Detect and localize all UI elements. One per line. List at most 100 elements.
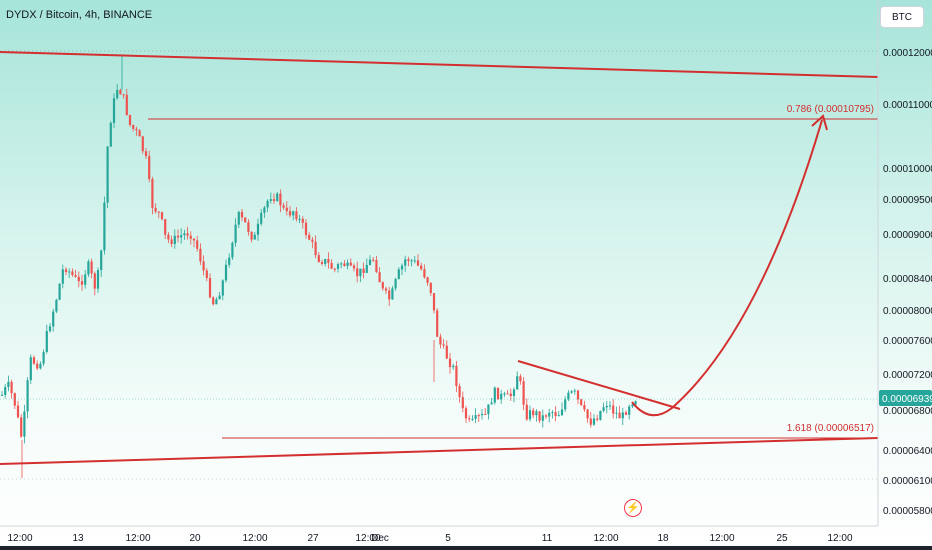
- candle-body: [314, 241, 317, 256]
- drawings-layer: 0.786 (0.00010795) 1.618 (0.00006517): [0, 50, 879, 480]
- candle-body: [340, 263, 343, 265]
- candle-body: [544, 415, 548, 417]
- candle-body: [260, 212, 263, 224]
- fib-1618-label: 1.618 (0.00006517): [787, 423, 874, 434]
- time-tick-label: 12:00: [242, 533, 267, 544]
- candle-body: [266, 200, 269, 208]
- candle-body: [295, 211, 298, 220]
- currency-button[interactable]: BTC: [880, 6, 924, 28]
- price-tick-label: 0.00009000: [883, 230, 932, 241]
- candle-body: [189, 235, 192, 239]
- candle-body: [557, 415, 560, 417]
- price-tick-label: 0.00007600: [883, 336, 932, 347]
- price-tick-label: 0.00005800: [883, 506, 932, 517]
- candle-body: [490, 402, 493, 405]
- lightning-icon[interactable]: ⚡: [624, 499, 642, 517]
- candle-body: [388, 290, 391, 300]
- candle-body: [93, 273, 96, 289]
- price-tick-label: 0.00006400: [883, 446, 932, 457]
- candle-body: [237, 211, 240, 225]
- candle-body: [208, 278, 212, 298]
- candle-body: [112, 98, 116, 123]
- price-tick-label: 0.00006800: [883, 406, 932, 417]
- candle-body: [253, 234, 256, 240]
- candle-body: [404, 259, 407, 266]
- candle-body: [439, 336, 442, 345]
- candle-body: [109, 122, 112, 147]
- candle-body: [199, 248, 202, 262]
- candle-body: [615, 412, 618, 414]
- candle-body: [365, 265, 368, 273]
- candle-body: [132, 124, 135, 129]
- candle-body: [244, 217, 247, 223]
- candle-body: [157, 211, 160, 213]
- candle-body: [87, 261, 90, 275]
- candle-body: [528, 410, 532, 420]
- candle-body: [128, 114, 132, 125]
- candle-body: [84, 274, 87, 285]
- candle-body: [416, 260, 420, 266]
- candle-body: [471, 418, 474, 420]
- candle-body: [151, 179, 154, 208]
- candle-body: [228, 257, 231, 265]
- candle-body: [77, 276, 80, 282]
- candle-body: [96, 270, 100, 289]
- time-tick-label: 18: [657, 533, 669, 544]
- candle-body: [503, 393, 506, 395]
- candle-body: [429, 282, 432, 294]
- candle-body: [612, 405, 615, 414]
- candle-body: [400, 265, 404, 270]
- candle-body: [164, 219, 167, 235]
- time-tick-label: 27: [307, 533, 319, 544]
- price-axis[interactable]: 0.00012000 0.00011000 0.00010000 0.00009500…: [877, 0, 932, 526]
- price-tick-label: 0.00006100: [883, 476, 932, 487]
- candle-body: [372, 259, 375, 261]
- candle-body: [180, 235, 183, 238]
- candle-body: [538, 411, 541, 421]
- candle-body: [512, 389, 516, 397]
- candle-body: [247, 222, 250, 232]
- descending-resistance-line: [517, 360, 681, 410]
- candle-body: [20, 417, 23, 437]
- candle-body: [448, 358, 452, 368]
- candle-body: [580, 399, 583, 405]
- candle-body: [336, 264, 340, 269]
- candle-body: [317, 255, 320, 263]
- candle-body: [148, 156, 151, 180]
- time-tick-label: 25: [776, 533, 788, 544]
- candle-body: [308, 234, 311, 240]
- candle-body: [298, 218, 301, 220]
- candle-body: [282, 205, 285, 208]
- candle-body: [231, 242, 234, 258]
- candle-body: [167, 234, 170, 240]
- time-tick-label: 12:00: [125, 533, 150, 544]
- candle-body: [45, 331, 48, 352]
- candle-body: [13, 393, 16, 406]
- candle-body: [352, 265, 356, 269]
- candle-body: [183, 233, 186, 236]
- candle-body: [509, 393, 512, 397]
- candle-body: [589, 418, 592, 425]
- candles-layer: [0, 55, 637, 478]
- candle-body: [576, 390, 580, 400]
- candle-body: [573, 390, 576, 392]
- price-tick-label: 0.00012000: [883, 48, 932, 59]
- candle-body: [564, 399, 567, 410]
- candle-body: [426, 277, 429, 283]
- candle-body: [64, 269, 68, 273]
- candle-body: [496, 387, 500, 400]
- candle-body: [394, 278, 397, 289]
- candle-body: [624, 412, 628, 415]
- candle-body: [224, 264, 228, 281]
- candle-body: [135, 128, 138, 131]
- time-tick-label: 12:00: [593, 533, 618, 544]
- candle-body: [42, 351, 45, 364]
- candle-body: [202, 261, 205, 271]
- candle-body: [272, 199, 276, 201]
- candle-body: [631, 404, 634, 407]
- candle-body: [324, 259, 327, 264]
- candle-body: [4, 387, 7, 395]
